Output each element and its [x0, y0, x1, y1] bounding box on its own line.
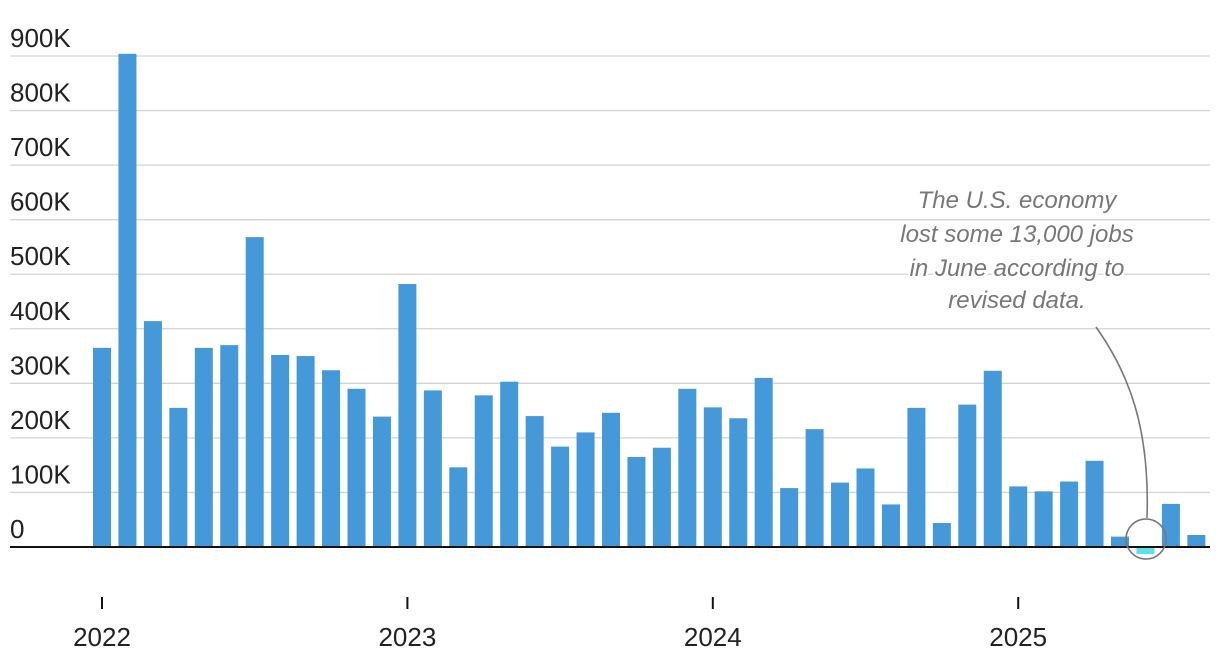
y-tick-label: 400K — [10, 296, 71, 326]
bar — [780, 488, 799, 547]
bar — [347, 388, 366, 547]
bar — [525, 416, 544, 547]
bar — [500, 381, 519, 547]
bar — [322, 370, 341, 547]
bar — [907, 407, 926, 547]
annotation-line-4: revised data. — [948, 287, 1085, 314]
bar — [423, 390, 442, 547]
annotation-line-3: in June according to — [910, 255, 1125, 282]
annotation-leader-line — [1095, 326, 1149, 519]
y-tick-label: 800K — [10, 78, 71, 108]
bar — [627, 456, 646, 547]
y-tick-label: 0 — [10, 514, 24, 544]
bar — [1111, 536, 1129, 547]
bar — [220, 345, 239, 547]
annotation-line-2: lost some 13,000 jobs — [900, 221, 1133, 248]
bar-highlighted — [1136, 547, 1155, 555]
bar — [551, 446, 570, 547]
bar — [169, 407, 188, 547]
bar — [271, 354, 290, 547]
bar — [1060, 481, 1079, 547]
bar — [194, 347, 213, 547]
bar — [703, 407, 722, 547]
annotation-circle — [1125, 518, 1167, 560]
x-tick-label: 2025 — [989, 622, 1047, 652]
y-tick-label: 700K — [10, 132, 71, 162]
bar — [93, 347, 111, 547]
bar — [143, 321, 162, 547]
bar — [678, 388, 697, 547]
x-tick-label: 2023 — [378, 622, 436, 652]
y-tick-label: 200K — [10, 405, 71, 435]
bar — [372, 416, 391, 547]
bar — [449, 467, 468, 547]
bars — [93, 53, 1206, 555]
x-axis-ticks: 2022 2023 2024 2025 — [73, 597, 1047, 652]
bar — [1187, 535, 1206, 547]
bar — [1009, 486, 1028, 547]
bar — [729, 418, 748, 547]
y-tick-label: 900K — [10, 23, 71, 53]
bar — [398, 284, 417, 547]
y-tick-label: 500K — [10, 241, 71, 271]
y-tick-label: 600K — [10, 187, 71, 217]
bar — [474, 395, 493, 547]
y-tick-label: 300K — [10, 350, 71, 380]
bar — [754, 377, 773, 547]
bar — [958, 404, 977, 547]
bar — [881, 504, 900, 547]
bar — [296, 356, 315, 547]
bar — [1034, 491, 1053, 547]
annotation-line-1: The U.S. economy — [918, 187, 1119, 214]
x-tick-label: 2024 — [684, 622, 742, 652]
bar — [856, 468, 875, 547]
bar — [1161, 503, 1180, 547]
x-tick-label: 2022 — [73, 622, 131, 652]
bar — [932, 523, 951, 547]
y-axis-labels: 0 100K 200K 300K 400K 500K 600K 700K 800K 900K — [10, 23, 71, 544]
bar — [1085, 460, 1104, 547]
bar — [245, 237, 264, 547]
bar — [602, 412, 620, 547]
bar — [652, 447, 671, 547]
annotation: The U.S. economy lost some 13,000 jobs i… — [898, 185, 1167, 560]
bar — [118, 53, 137, 547]
bar — [983, 370, 1002, 547]
y-tick-label: 100K — [10, 459, 71, 489]
bar — [831, 482, 850, 547]
bar — [805, 429, 824, 547]
bar — [576, 432, 595, 547]
